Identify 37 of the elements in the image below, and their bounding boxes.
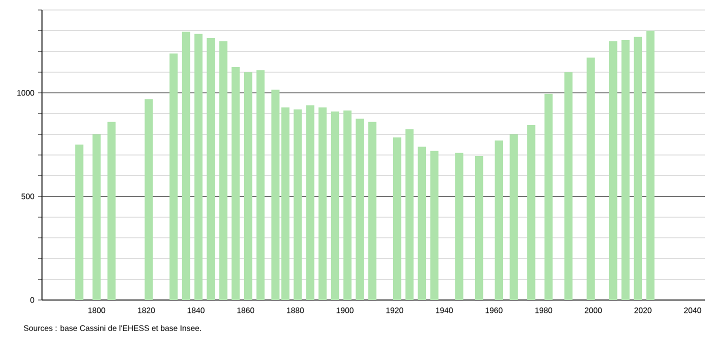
bar [294,109,302,300]
bar [256,70,265,300]
bar [194,34,203,300]
bar [564,72,573,300]
bar [418,146,426,300]
bar [646,30,654,300]
bar [170,53,178,300]
bar [92,134,101,300]
bar [281,107,290,300]
bar [527,124,536,300]
bar [544,94,553,300]
bar [455,152,464,300]
bar [75,144,84,300]
bar [356,118,364,300]
bar [271,90,280,300]
bar [368,122,376,300]
bar [609,41,618,300]
bar [494,140,504,300]
bar [510,134,518,300]
bar [182,32,190,300]
bar [306,105,314,300]
bar [144,99,153,300]
bar [330,111,340,300]
bar [107,122,116,300]
bar [318,107,327,300]
bar [232,66,240,300]
bar [634,36,642,300]
bar [405,129,414,300]
bar [244,72,252,300]
bar [474,156,484,300]
bar [621,40,630,300]
bar [392,137,402,300]
bar [206,38,215,300]
bar [219,41,228,300]
bar [343,110,352,300]
bar [586,58,595,300]
bar [430,150,438,300]
